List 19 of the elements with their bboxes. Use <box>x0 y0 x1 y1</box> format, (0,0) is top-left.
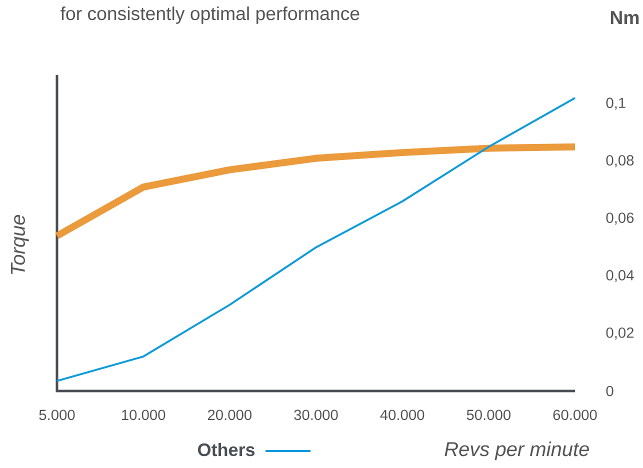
y-axis-title: Torque <box>11 214 29 274</box>
x-tick-label: 60.000 <box>553 410 597 420</box>
y-tick-label: 0,08 <box>606 155 634 168</box>
x-tick-label: 20.000 <box>208 410 252 420</box>
legend-label: Others <box>198 442 255 456</box>
y-tick-label: 0 <box>606 386 614 396</box>
x-tick-label: 10.000 <box>122 410 166 420</box>
x-tick-label: 5.000 <box>39 410 75 420</box>
y-tick-label: 0,02 <box>606 328 634 340</box>
line-series <box>56 96 576 382</box>
x-tick-label: 40.000 <box>380 410 424 420</box>
x-tick-label: 50.000 <box>466 410 510 420</box>
y-tick-label: 0,1 <box>606 98 626 110</box>
y-tick-label: 0,04 <box>606 270 634 282</box>
text: Nm <box>610 11 639 24</box>
y-tick-label: 0,06 <box>606 212 634 225</box>
x-tick-label: 30.000 <box>294 410 338 420</box>
chart-subtitle: for consistently optimal performance <box>60 6 360 24</box>
x-axis-title: Revs per minute <box>444 442 589 460</box>
